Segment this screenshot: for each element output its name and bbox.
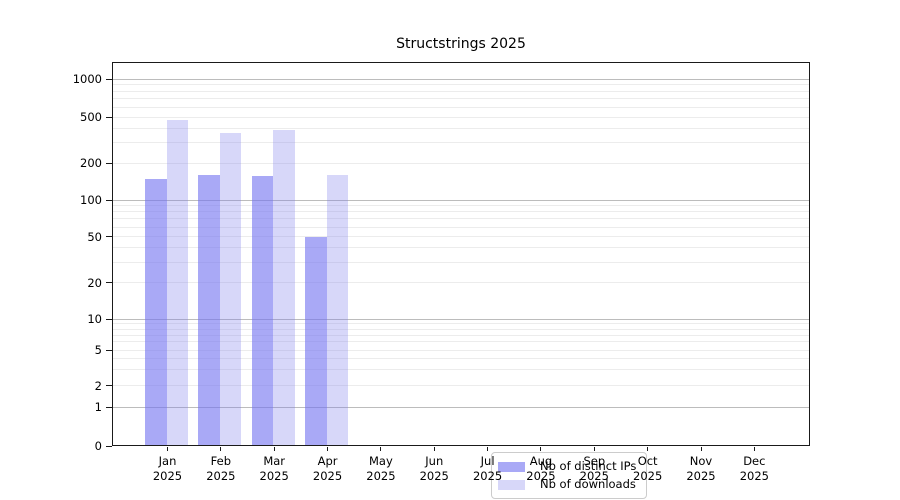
legend-swatch-downloads (498, 479, 525, 490)
y-tick-mark (106, 349, 112, 351)
major-gridline (112, 199, 810, 201)
x-tick-mark (753, 447, 755, 451)
y-tick-label: 10 (87, 312, 102, 327)
y-tick-mark (106, 116, 112, 118)
bar-layer (112, 62, 810, 446)
x-tick-label-aug: Aug 2025 (526, 454, 556, 483)
minor-gridline (112, 127, 810, 129)
plot-area: Nb of distinct IPs Nb of downloads (112, 62, 810, 499)
legend: Nb of distinct IPs Nb of downloads (491, 452, 648, 499)
x-tick-mark (487, 447, 489, 451)
x-tick-mark (647, 447, 649, 451)
chart-title: Structstrings 2025 (396, 36, 526, 52)
minor-gridline (112, 205, 810, 207)
y-tick-mark (106, 406, 112, 408)
x-tick-mark (380, 447, 382, 451)
x-tick-label-jul: Jul 2025 (472, 454, 503, 483)
bar-distinct-ips-jan (145, 178, 167, 446)
minor-gridline (112, 162, 810, 164)
minor-gridline (112, 106, 810, 108)
major-gridline (112, 406, 810, 408)
minor-gridline (112, 261, 810, 263)
minor-gridline (112, 358, 810, 360)
minor-gridline (112, 369, 810, 371)
y-tick-label: 2 (94, 378, 102, 393)
y-tick-label: 500 (80, 110, 102, 124)
x-tick-mark (540, 447, 542, 451)
x-tick-mark (327, 447, 329, 451)
x-tick-mark (700, 447, 702, 451)
x-tick-label-sep: Sep 2025 (579, 454, 609, 483)
y-tick-mark (106, 199, 112, 201)
minor-gridline (112, 226, 810, 228)
y-tick-label: 5 (94, 343, 102, 357)
minor-gridline (112, 236, 810, 238)
x-tick-mark (220, 447, 222, 451)
minor-gridline (112, 84, 810, 86)
y-tick-mark (106, 236, 112, 238)
x-tick-mark (593, 447, 595, 451)
minor-gridline (112, 211, 810, 213)
bar-downloads-apr (326, 175, 349, 446)
x-tick-label-oct: Oct 2025 (633, 454, 663, 483)
y-tick-mark (106, 78, 112, 80)
y-tick-label: 100 (80, 193, 102, 207)
y-tick-label: 0 (94, 439, 102, 453)
y-tick-mark (106, 385, 112, 387)
legend-label: Nb of downloads (540, 477, 636, 491)
y-tick-label: 200 (80, 156, 102, 171)
x-tick-label-nov: Nov 2025 (686, 454, 716, 483)
y-tick-label: 1000 (72, 72, 102, 86)
x-tick-mark (167, 447, 168, 451)
minor-gridline (112, 334, 810, 336)
legend-swatch-distinct-ips (498, 461, 525, 472)
major-gridline (112, 78, 810, 80)
x-tick-mark (273, 447, 275, 451)
bar-downloads-mar (273, 130, 295, 446)
y-tick-label: 20 (87, 275, 102, 290)
bar-distinct-ips-feb (198, 175, 220, 446)
grid-layer (112, 62, 810, 446)
bar-distinct-ips-apr (305, 236, 327, 446)
minor-gridline (112, 385, 810, 387)
y-tick-label: 50 (87, 229, 102, 244)
bar-downloads-jan (166, 120, 188, 446)
major-gridline (112, 318, 810, 320)
x-tick-label-apr: Apr 2025 (312, 454, 343, 483)
y-tick-label: 1 (94, 400, 102, 415)
minor-gridline (112, 247, 810, 249)
minor-gridline (112, 142, 810, 144)
bar-downloads-feb (219, 132, 242, 446)
minor-gridline (112, 98, 810, 100)
y-tick-mark (106, 282, 112, 284)
legend-item: Nb of downloads (498, 478, 636, 491)
legend-item: Nb of distinct IPs (498, 460, 636, 473)
minor-gridline (112, 116, 810, 118)
x-tick-label-feb: Feb 2025 (206, 454, 236, 483)
x-tick-label-jan: Jan 2025 (152, 454, 183, 483)
y-tick-mark (106, 318, 112, 320)
y-tick-mark (106, 162, 112, 164)
minor-gridline (112, 328, 810, 330)
legend-label: Nb of distinct IPs (540, 459, 637, 473)
x-tick-mark (433, 447, 435, 451)
bar-distinct-ips-mar (251, 176, 274, 446)
y-tick-mark (106, 445, 112, 447)
minor-gridline (112, 218, 810, 220)
x-tick-label-may: May 2025 (366, 454, 396, 483)
minor-gridline (112, 323, 810, 325)
x-tick-label-dec: Dec 2025 (739, 454, 769, 483)
x-tick-label-mar: Mar 2025 (259, 454, 289, 483)
minor-gridline (112, 90, 810, 92)
minor-gridline (112, 282, 810, 284)
minor-gridline (112, 341, 810, 343)
minor-gridline (112, 349, 810, 351)
x-tick-label-jun: Jun 2025 (419, 454, 449, 483)
